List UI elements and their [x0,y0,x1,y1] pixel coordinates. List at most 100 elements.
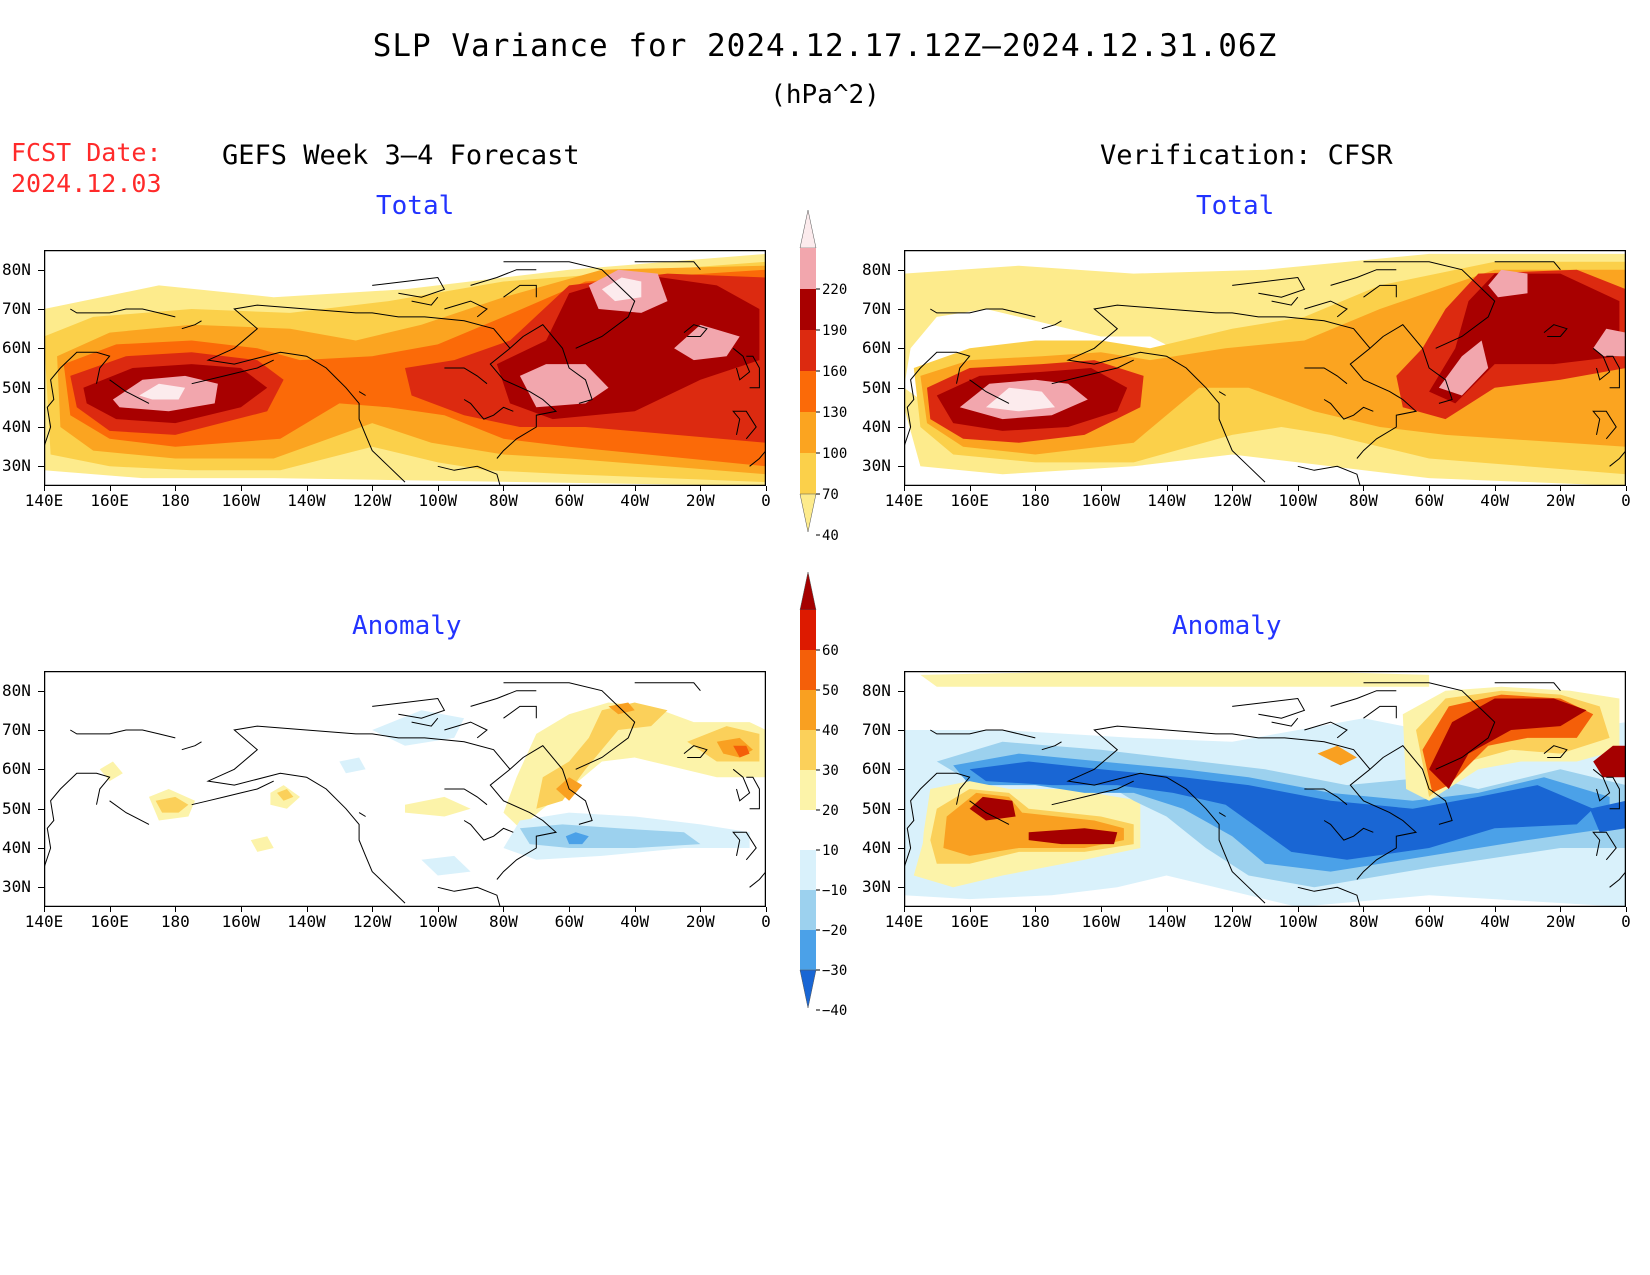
coastline [411,717,439,727]
lat-tick-mark [898,309,904,310]
lat-tick-mark [898,769,904,771]
coastline [463,820,514,841]
coastline [930,308,1036,318]
coastline [109,379,150,404]
colorbar-top-arrow [799,571,817,611]
lon-tick-label: 120W [352,491,392,510]
lat-tick-label: 80N [862,259,891,279]
lon-tick-label: 140W [287,491,326,510]
lat-tick-mark [38,730,44,731]
contour-region [674,324,740,361]
coastline [969,800,1010,825]
lat-tick-label: 50N [862,377,891,397]
lon-tick-mark [175,486,177,491]
coastline [1232,276,1306,298]
lat-tick-mark [38,309,44,310]
colorbar-label: 220 [822,282,847,298]
coastline [1041,741,1062,751]
lon-tick-label: 180 [1020,912,1050,931]
lat-tick-mark [898,269,904,271]
lat-tick-mark [38,348,44,350]
lat-tick-mark [38,269,44,271]
lon-tick-label: 120W [1212,912,1252,931]
lon-tick-mark [634,907,636,912]
lat-tick-label: 40N [2,838,31,857]
lon-tick-label: 180 [160,912,190,931]
coastline [191,780,274,806]
coastline [1592,410,1617,440]
lon-tick-mark [1363,907,1365,912]
contour-region [565,832,589,845]
coastline [1297,886,1361,907]
lon-tick-label: 0 [761,491,771,510]
lat-tick-mark [38,808,44,810]
lat-tick-label: 40N [2,417,31,436]
lon-tick-label: 140E [884,491,924,510]
contour-region [155,796,189,813]
lat-tick-label: 30N [862,456,891,476]
lat-tick-label: 70N [2,299,31,318]
lon-tick-label: 140W [1147,912,1186,931]
lon-tick-mark [1100,486,1102,491]
colorbar-swatch [800,810,816,851]
lon-tick-mark [904,486,905,491]
coastline [1363,705,1397,719]
lon-tick-mark [1429,486,1431,491]
contour-region [1593,328,1626,357]
contour-region [1488,269,1528,298]
contour-region [421,855,471,876]
colorbar-swatch [800,890,816,931]
lat-tick-label: 60N [2,338,31,358]
coastline [1330,269,1397,286]
lat-tick-label: 80N [862,680,891,700]
lon-tick-label: 140E [884,912,924,931]
lon-tick-mark [1035,486,1037,491]
verification-anomaly-map [904,671,1626,907]
coastline [1051,780,1134,806]
lon-tick-mark [503,486,505,491]
colorbar-swatch [800,770,816,811]
coastline [749,450,766,467]
colorbar-label: 20 [822,803,839,819]
coastline [1592,768,1611,802]
coastline [372,276,446,298]
lon-tick-label: 120W [1212,491,1252,510]
lon-tick-mark [437,907,439,912]
lon-tick-label: 40W [1480,491,1510,510]
lon-tick-mark [109,486,111,491]
coastline [1606,355,1620,389]
coastline [1609,450,1626,467]
lon-tick-mark [1297,486,1299,491]
lon-tick-label: 60W [554,491,584,510]
coastline [683,745,708,758]
lon-tick-label: 20W [685,912,715,931]
lon-tick-mark [44,486,45,491]
lon-tick-label: 20W [1545,912,1575,931]
colorbar-label: 30 [822,763,839,779]
lon-tick-label: 80W [1349,912,1378,931]
lat-tick-label: 30N [2,877,31,897]
colorbar-swatch [800,289,816,331]
lon-tick-mark [175,907,177,912]
lon-tick-label: 160E [90,491,129,510]
fcst-date-label: FCST Date: [11,138,162,167]
coastline [1304,367,1348,385]
lat-tick-mark [898,887,904,889]
lat-tick-label: 70N [862,299,891,318]
lon-tick-label: 120W [352,912,392,931]
coastline [470,269,537,286]
coastline [634,261,701,271]
lon-tick-mark [766,907,767,912]
lon-tick-mark [1232,486,1234,491]
forecast-anomaly-label: Anomaly [352,611,462,641]
colorbar-swatch [800,650,816,691]
coastline [969,379,1010,404]
coastline [358,391,366,396]
coastline [1543,745,1568,758]
lat-tick-mark [898,348,904,350]
lon-tick-label: 80W [489,491,518,510]
contour-region [139,383,186,400]
colorbar-swatch [800,248,816,290]
lon-tick-label: 0 [1621,491,1631,510]
lon-tick-mark [1626,486,1627,491]
